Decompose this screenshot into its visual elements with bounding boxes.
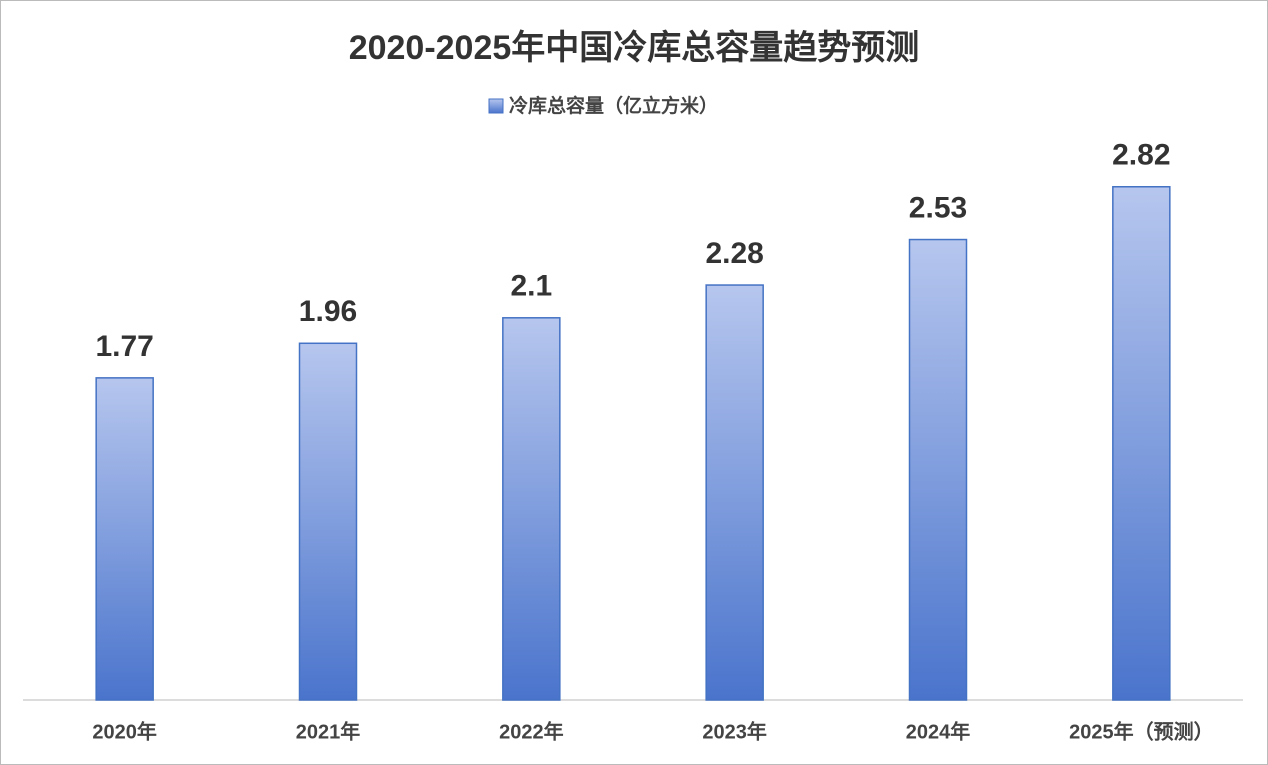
value-label: 1.77 [95, 330, 153, 363]
legend-label: 冷库总容量（亿立方米） [509, 94, 718, 117]
value-label: 2.28 [705, 237, 763, 270]
x-tick-label: 2023年 [702, 719, 767, 743]
value-label: 2.53 [909, 191, 967, 224]
bar [1112, 186, 1171, 701]
value-label: 2.82 [1112, 139, 1170, 172]
x-tick-label: 2021年 [296, 719, 361, 743]
value-label: 1.96 [299, 295, 357, 328]
bar [298, 342, 358, 701]
x-tick-label: 2025年（预测） [1069, 719, 1214, 743]
x-tick-label: 2022年 [499, 719, 564, 743]
x-tick-label: 2020年 [92, 719, 157, 743]
bar [502, 317, 561, 701]
x-tick-label: 2024年 [906, 719, 971, 743]
bar [705, 284, 764, 701]
bar [908, 238, 968, 701]
legend-swatch [488, 98, 504, 114]
chart-title: 2020-2025年中国冷库总容量趋势预测 [349, 29, 920, 67]
bar [95, 377, 154, 701]
value-label: 2.1 [510, 270, 552, 303]
